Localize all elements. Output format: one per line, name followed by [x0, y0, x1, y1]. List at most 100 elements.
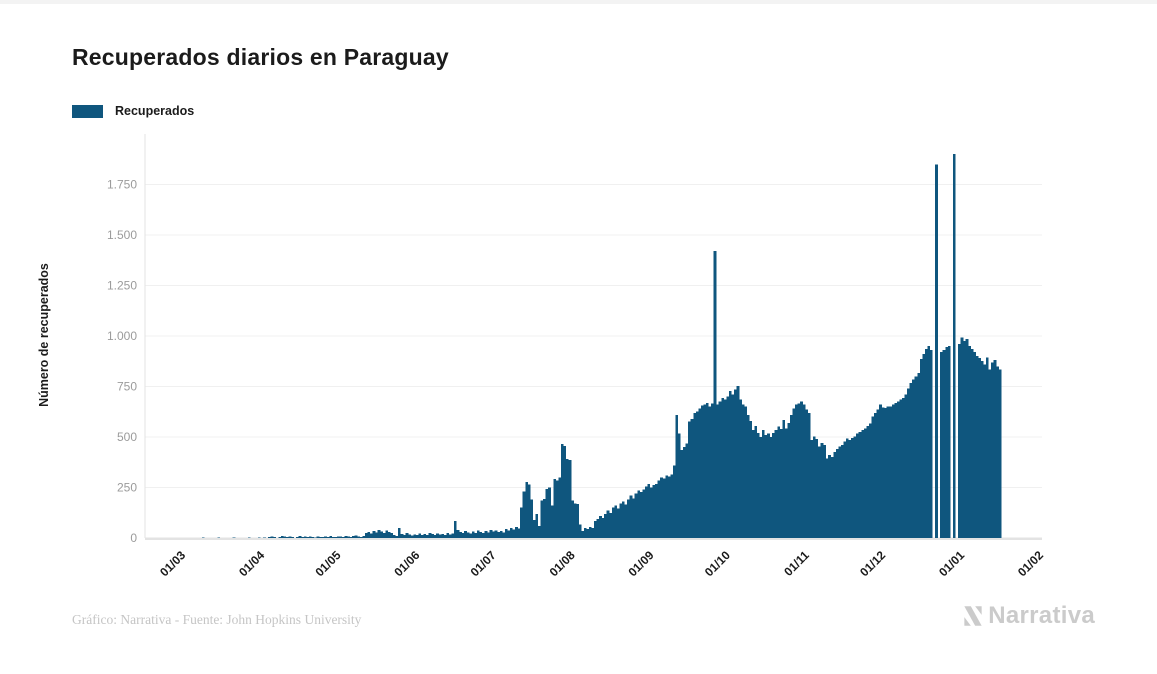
bar [863, 428, 867, 538]
bar [718, 401, 722, 538]
bar [991, 362, 994, 538]
bar [370, 533, 373, 538]
bar [286, 537, 289, 538]
bar [280, 535, 284, 538]
bar [431, 534, 434, 538]
chart-title: Recuperados diarios en Paraguay [72, 44, 449, 70]
bar [525, 482, 528, 538]
bar [756, 432, 760, 538]
bar [818, 446, 821, 538]
bar [530, 499, 534, 538]
bar [782, 419, 786, 538]
bar [415, 534, 419, 538]
bar [532, 519, 536, 538]
bar [451, 533, 455, 538]
top-border [0, 0, 1157, 4]
bar [998, 369, 1002, 538]
bar [487, 532, 490, 538]
bar [695, 411, 699, 538]
bar [772, 432, 775, 538]
bar [555, 480, 559, 538]
bar [339, 536, 343, 538]
bar [545, 488, 549, 538]
bar [795, 404, 798, 538]
bar [881, 407, 885, 538]
bar [588, 526, 592, 538]
y-tick-label: 750 [117, 380, 137, 394]
bar [739, 399, 742, 538]
bar [522, 491, 526, 538]
bar [367, 531, 371, 538]
bar [792, 408, 796, 538]
bar [436, 533, 439, 538]
bar [731, 394, 735, 538]
bar [993, 360, 997, 538]
bar [362, 535, 366, 538]
bar [685, 443, 689, 538]
bar [825, 458, 829, 538]
bar [980, 360, 984, 538]
narrativa-brand: Narrativa [960, 601, 1095, 631]
bar [762, 429, 765, 538]
bar [833, 451, 836, 538]
bar [866, 425, 870, 538]
bar [840, 445, 844, 538]
bar [349, 536, 353, 538]
bar [578, 524, 582, 538]
bar [446, 533, 450, 538]
bar [512, 529, 516, 538]
bar [812, 436, 816, 538]
bar [769, 437, 773, 538]
bar [759, 437, 763, 538]
bar [492, 531, 495, 538]
bar [594, 520, 597, 538]
bar [586, 528, 590, 538]
bar [899, 399, 903, 538]
bar [675, 414, 679, 538]
bar [217, 537, 220, 538]
bar [428, 532, 432, 538]
bar [319, 537, 322, 538]
bar [619, 503, 623, 538]
bar [336, 536, 340, 538]
bar [930, 350, 933, 538]
bar [642, 489, 646, 538]
bar [599, 515, 602, 538]
x-tick-label: 01/09 [625, 548, 656, 579]
bar [359, 536, 363, 538]
bar [448, 534, 452, 538]
bar [413, 534, 416, 538]
bar [777, 426, 780, 538]
bar [637, 490, 640, 538]
y-tick-label: 1.250 [107, 279, 137, 293]
bar [896, 401, 900, 538]
bar [263, 537, 266, 538]
bar [667, 476, 671, 538]
bar [902, 398, 905, 538]
x-tick-label: 01/03 [157, 548, 188, 579]
bar [553, 478, 556, 538]
bar [815, 439, 819, 538]
bar [311, 536, 315, 538]
bar [520, 507, 523, 538]
x-tick-label: 01/08 [547, 548, 578, 579]
bar [484, 530, 488, 538]
bar [889, 406, 892, 538]
bar [456, 529, 460, 538]
bar [940, 352, 943, 538]
bar [573, 503, 577, 538]
bar [734, 389, 737, 538]
bar [331, 536, 335, 538]
x-tick-label: 01/05 [312, 548, 343, 579]
bar [400, 533, 404, 538]
bar [301, 537, 304, 538]
bar [326, 536, 330, 538]
bar [800, 401, 803, 538]
bar [622, 501, 625, 538]
bar [316, 536, 320, 538]
x-tick-label: 01/01 [936, 548, 967, 579]
bar [306, 536, 310, 538]
bar [354, 535, 358, 538]
bar [754, 425, 758, 538]
bar [848, 440, 852, 538]
